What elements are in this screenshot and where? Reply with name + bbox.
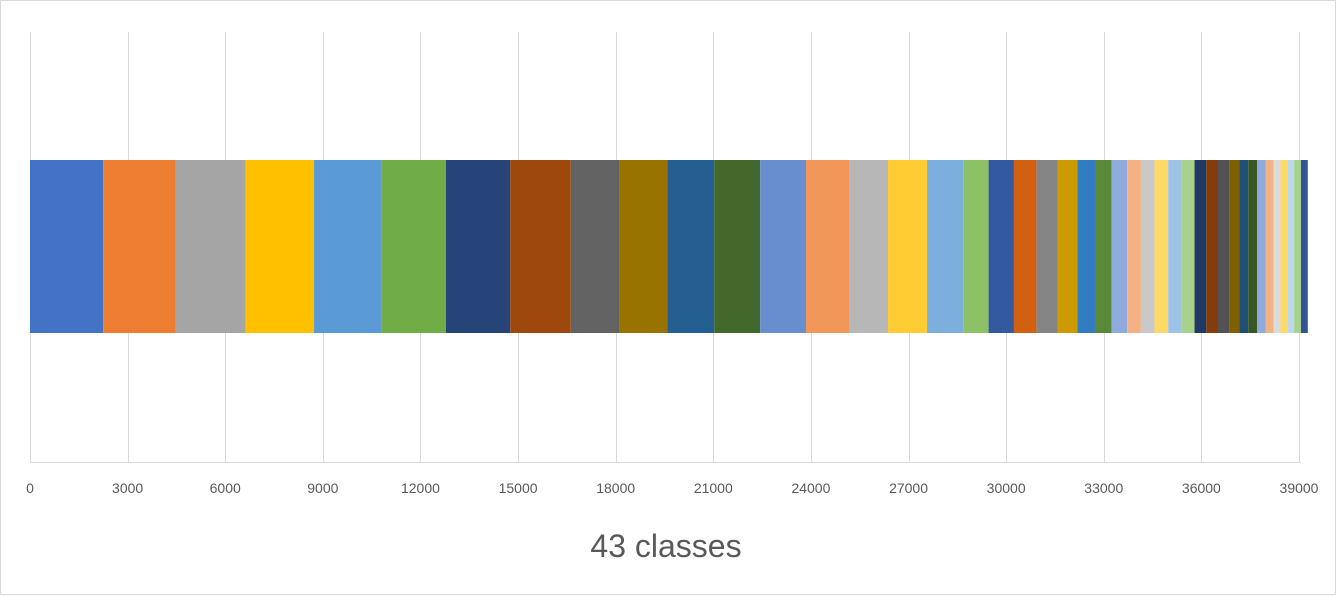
- bar-segment-18: [963, 160, 989, 333]
- bar-segment-32: [1206, 160, 1218, 333]
- bar-segment-28: [1154, 160, 1169, 333]
- x-tick-label-10: 30000: [987, 480, 1026, 496]
- bar-segment-8: [510, 160, 571, 333]
- bar-segment-33: [1217, 160, 1230, 333]
- bar-segment-30: [1181, 160, 1195, 333]
- bar-segment-17: [927, 160, 964, 333]
- bar-segment-12: [714, 160, 761, 333]
- x-tick-label-6: 18000: [596, 480, 635, 496]
- bar-segment-3: [175, 160, 246, 333]
- bar-segment-40: [1280, 160, 1288, 333]
- x-tick-label-9: 27000: [889, 480, 928, 496]
- bar-segment-20: [1013, 160, 1037, 333]
- x-tick-label-5: 15000: [499, 480, 538, 496]
- bar-segment-42: [1294, 160, 1301, 333]
- bar-segment-24: [1094, 160, 1112, 333]
- bar-segment-35: [1239, 160, 1249, 333]
- bar-segment-16: [888, 160, 928, 333]
- x-tick-label-12: 36000: [1182, 480, 1221, 496]
- bar-segment-10: [619, 160, 668, 333]
- bar-segment-5: [314, 160, 382, 333]
- bar-segment-9: [570, 160, 620, 333]
- bar-segment-21: [1036, 160, 1058, 333]
- bar-segment-25: [1111, 160, 1128, 333]
- bar-segment-34: [1229, 160, 1240, 333]
- x-axis-title: 43 classes: [590, 528, 741, 564]
- x-tick-label-2: 6000: [210, 480, 241, 496]
- x-axis-tick-labels: 0 3000 6000 9000 12000 15000 18000 21000 24000 27…: [26, 480, 1319, 496]
- bar-segment-11: [667, 160, 715, 333]
- x-tick-label-3: 9000: [307, 480, 338, 496]
- bar-segment-41: [1287, 160, 1295, 333]
- bar-segment-14: [806, 160, 849, 333]
- bar-segment-36: [1248, 160, 1258, 333]
- bar-segment-23: [1077, 160, 1095, 333]
- bar-segment-19: [988, 160, 1014, 333]
- bar-segment-26: [1127, 160, 1141, 333]
- bar-segment-37: [1257, 160, 1266, 333]
- x-tick-label-4: 12000: [401, 480, 440, 496]
- x-tick-label-13: 39000: [1280, 480, 1319, 496]
- bar-segment-13: [760, 160, 807, 333]
- bar-segment-2: [103, 160, 176, 333]
- bar-segment-38: [1265, 160, 1274, 333]
- bar-segment-29: [1168, 160, 1182, 333]
- bar-segment-4: [245, 160, 315, 333]
- bar-segment-1: [30, 160, 104, 333]
- bar-segment-31: [1194, 160, 1207, 333]
- bar-segment-7: [445, 160, 511, 333]
- x-tick-label-0: 0: [26, 480, 34, 496]
- x-tick-label-7: 21000: [694, 480, 733, 496]
- stacked-bar: [30, 160, 1308, 333]
- x-tick-label-11: 33000: [1084, 480, 1123, 496]
- bar-segment-39: [1273, 160, 1281, 333]
- x-tick-label-8: 24000: [791, 480, 830, 496]
- bar-segment-27: [1140, 160, 1155, 333]
- bar-segment-15: [848, 160, 889, 333]
- bar-segment-43: [1300, 160, 1308, 333]
- bar-segment-6: [381, 160, 446, 333]
- bar-segment-22: [1057, 160, 1078, 333]
- x-tick-label-1: 3000: [112, 480, 143, 496]
